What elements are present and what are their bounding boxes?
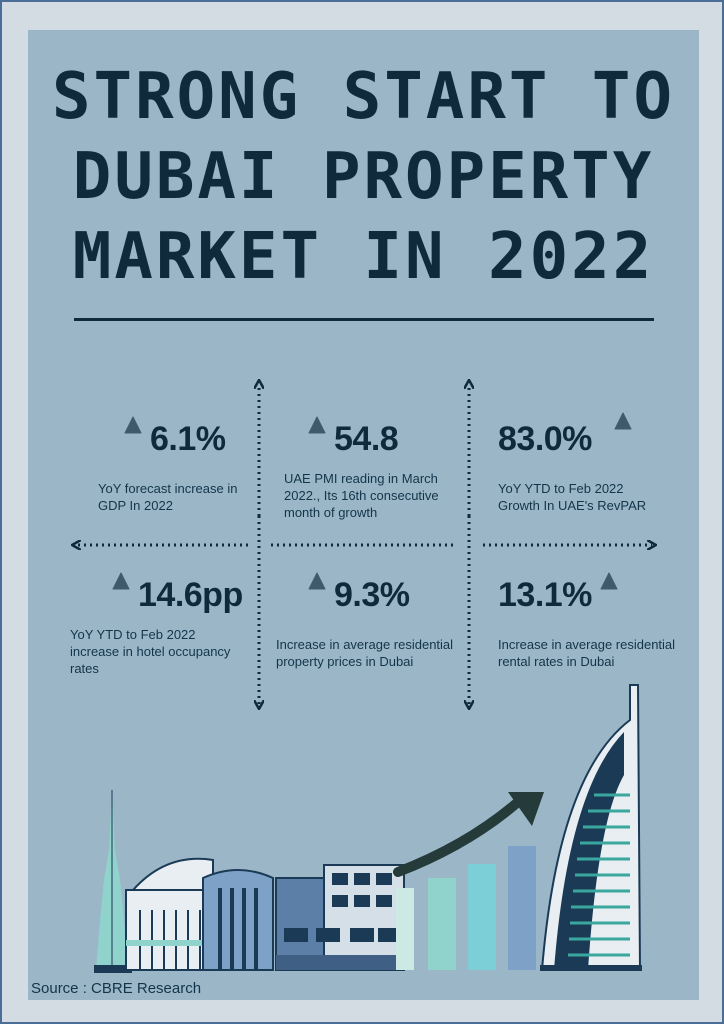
stat-occupancy-description: YoY YTD to Feb 2022 increase in hotel oc…: [70, 627, 231, 676]
stat-rental-value: 13.1%: [498, 576, 592, 614]
up-triangle-icon: [124, 416, 142, 434]
stat-occupancy-value: 14.6pp: [138, 576, 243, 614]
title-line-3: MARKET IN 2022: [72, 220, 655, 294]
stat-prices-value: 9.3%: [334, 576, 410, 614]
decor-layer: [28, 30, 699, 973]
up-triangle-icon: [112, 572, 130, 590]
stat-revpar-value: 83.0%: [498, 420, 592, 458]
stat-pmi-value: 54.8: [334, 420, 399, 458]
divider-arrows: [76, 384, 652, 705]
title-line-2: DUBAI PROPERTY: [72, 140, 655, 214]
infographic-panel: STRONG START TO DUBAI PROPERTY MARKET IN…: [28, 30, 699, 1000]
source-credit: Source : CBRE Research: [31, 980, 202, 997]
burj-al-arab-icon: [540, 684, 642, 971]
stat-gdp-description: YoY forecast increase in GDP In 2022: [98, 481, 238, 513]
up-triangle-icon: [614, 412, 632, 430]
up-triangle-icon: [308, 416, 326, 434]
up-triangle-icon: [308, 572, 326, 590]
office-buildings-icon: [275, 864, 405, 971]
title-underline: [74, 318, 654, 321]
up-triangle-icon: [600, 572, 618, 590]
title-line-1: STRONG START TO: [52, 60, 675, 134]
stat-rental-description: Increase in average residential rental r…: [498, 637, 676, 669]
growth-bars-icon: [396, 846, 536, 970]
stat-revpar-description: YoY YTD to Feb 2022 Growth In UAE's RevP…: [498, 481, 647, 513]
stat-prices-description: Increase in average residential property…: [276, 637, 454, 669]
stat-gdp-value: 6.1%: [150, 420, 226, 458]
growth-arrow-icon: [393, 797, 523, 877]
dubai-mall-icon: [125, 857, 274, 971]
burj-khalifa-icon: [94, 790, 132, 973]
stat-pmi-description: UAE PMI reading in March 2022., Its 16th…: [284, 471, 439, 520]
dubai-skyline-illustration: [94, 684, 642, 973]
